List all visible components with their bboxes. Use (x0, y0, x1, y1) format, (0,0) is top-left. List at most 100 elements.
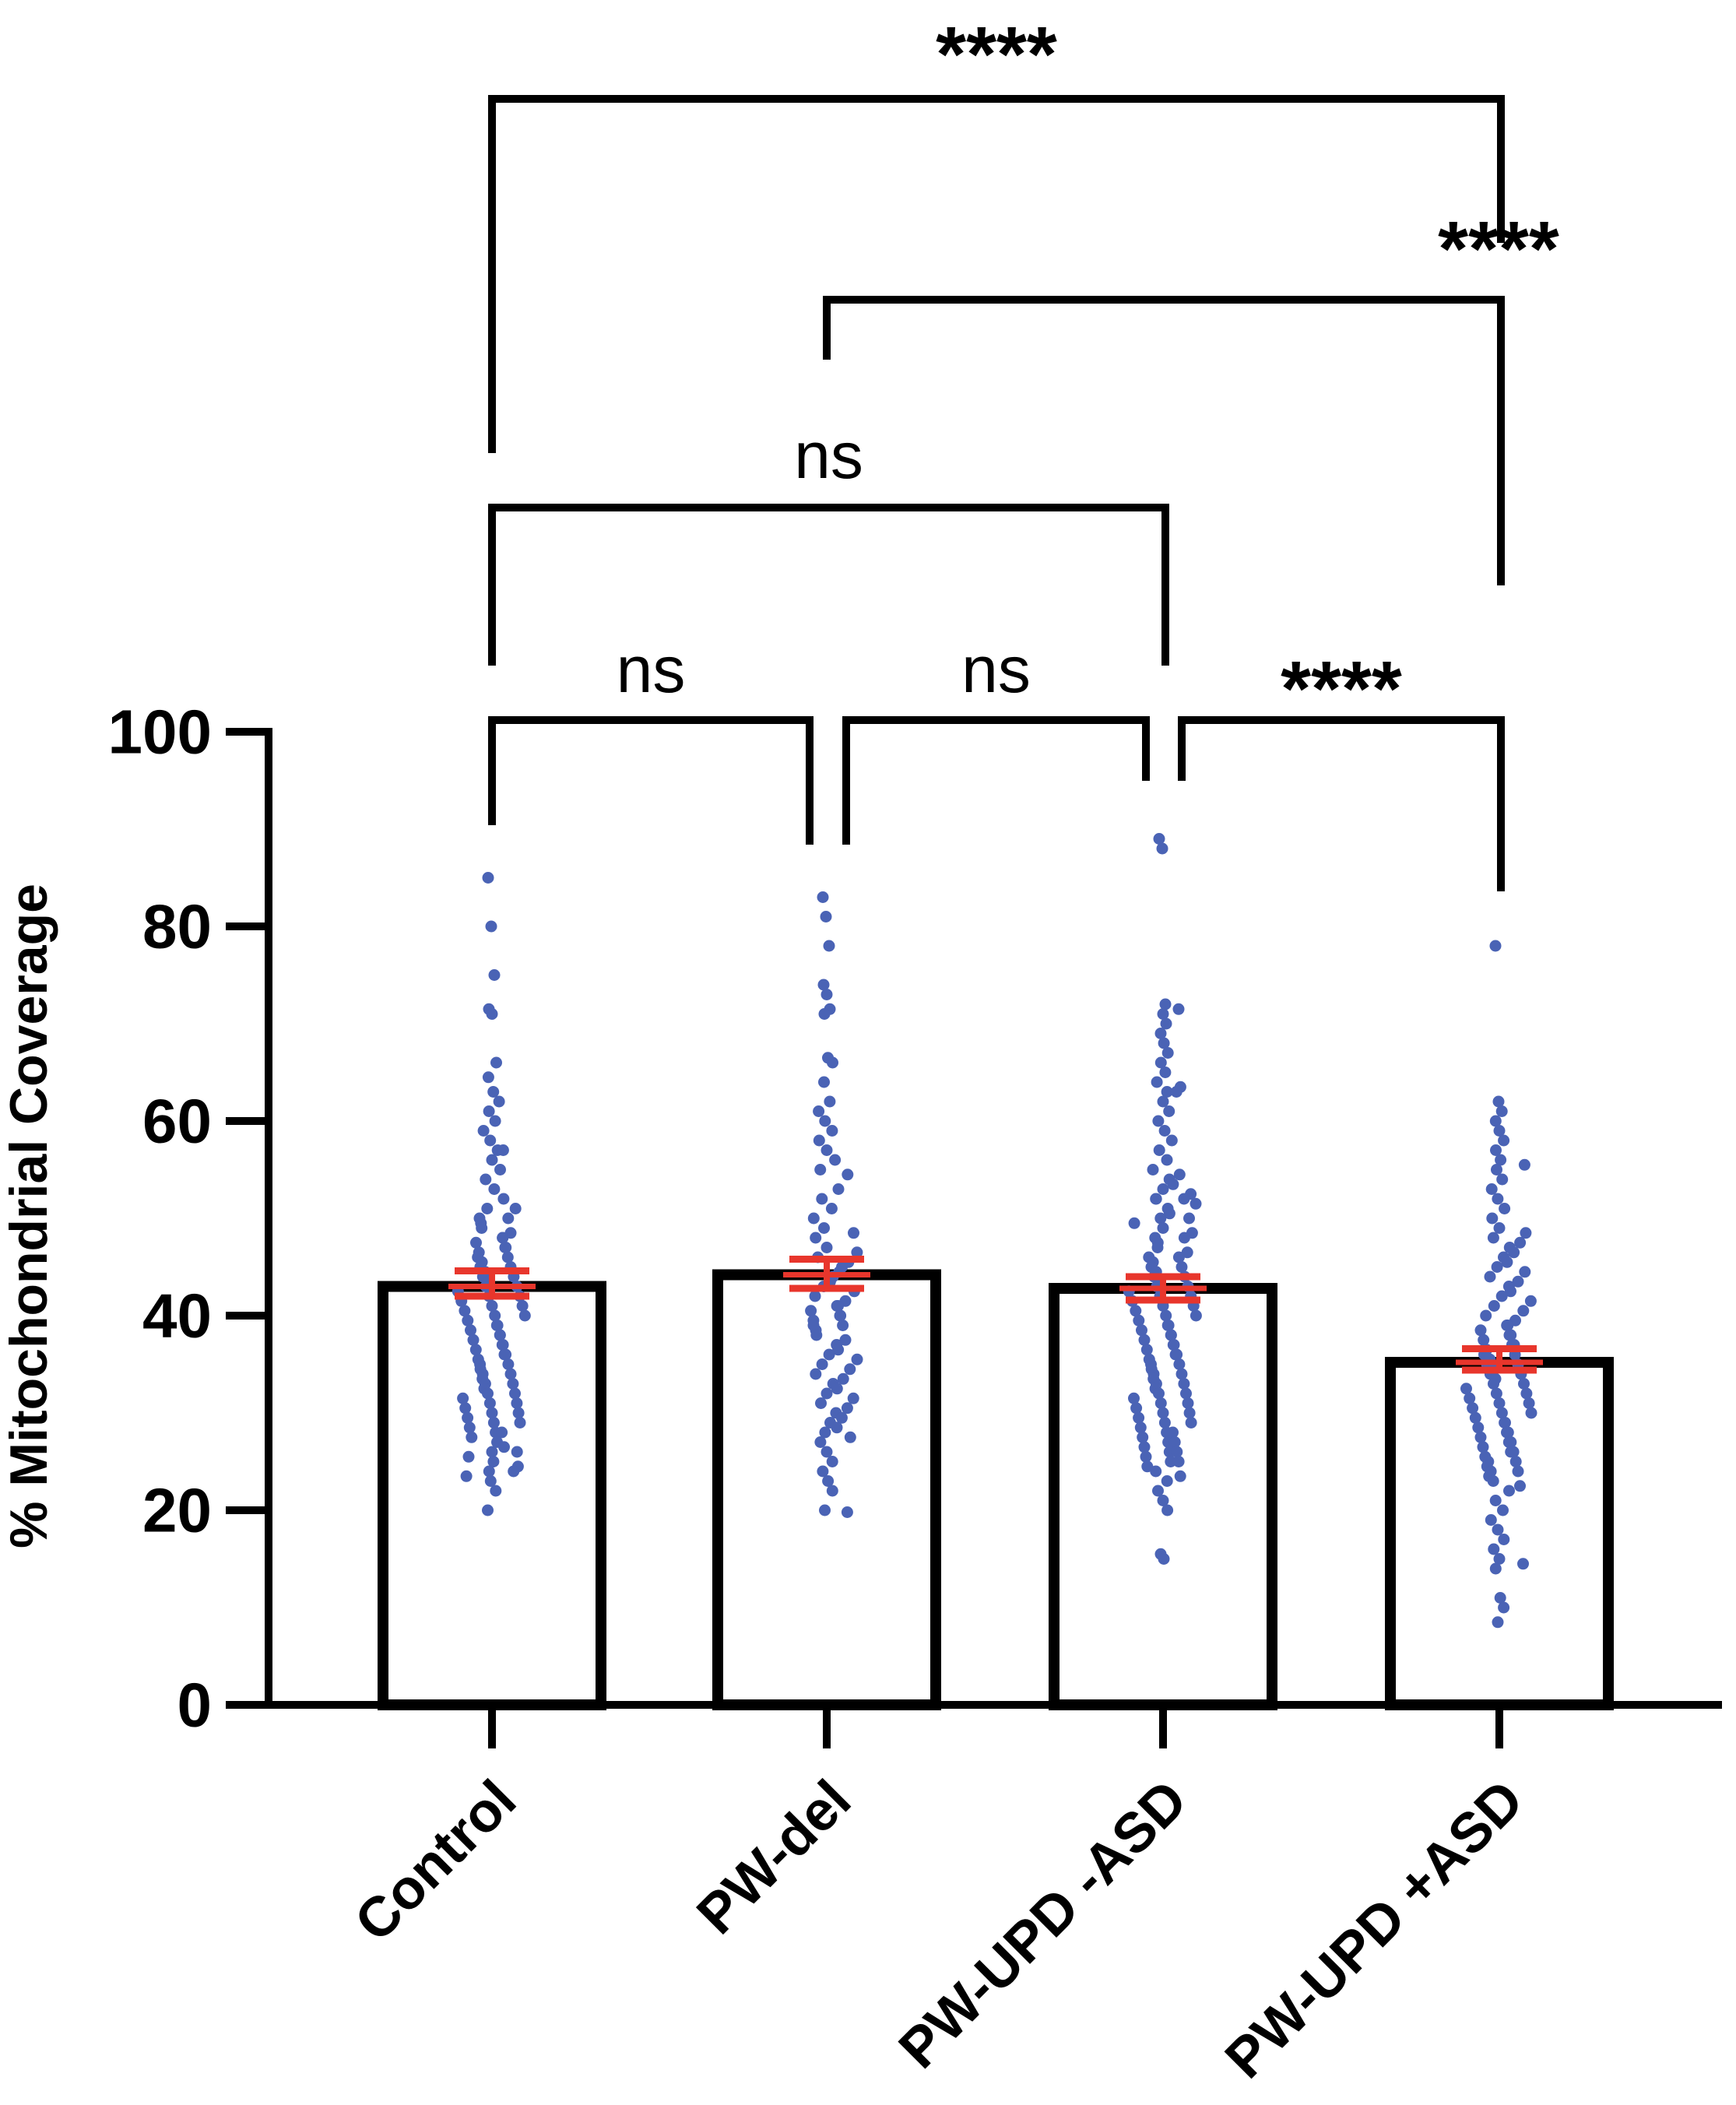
data-point-3-86 (1489, 1495, 1502, 1506)
data-point-0-50 (459, 1305, 471, 1317)
data-point-0-83 (462, 1411, 474, 1424)
data-point-1-53 (816, 1358, 828, 1370)
data-point-0-76 (509, 1387, 521, 1400)
data-point-0-49 (516, 1300, 529, 1312)
data-point-2-108 (1172, 1456, 1185, 1467)
data-point-2-64 (1133, 1314, 1145, 1327)
data-point-0-89 (466, 1431, 478, 1443)
data-point-0-0 (482, 872, 494, 884)
data-point-1-23 (818, 1222, 830, 1234)
data-point-0-64 (500, 1348, 512, 1361)
data-point-2-90 (1182, 1397, 1194, 1409)
significance-bracket-3 (488, 504, 1169, 666)
data-point-1-18 (842, 1168, 854, 1181)
data-point-1-76 (841, 1506, 853, 1518)
data-point-3-87 (1497, 1504, 1509, 1516)
data-point-2-100 (1137, 1431, 1149, 1443)
data-point-0-88 (496, 1426, 508, 1439)
data-point-0-91 (498, 1441, 510, 1453)
data-point-0-21 (509, 1203, 522, 1214)
data-point-0-28 (497, 1232, 509, 1244)
data-point-1-71 (826, 1456, 838, 1467)
data-point-0-70 (504, 1368, 517, 1380)
data-point-1-55 (810, 1368, 822, 1380)
data-point-3-1 (1492, 1095, 1505, 1108)
data-point-3-61 (1467, 1402, 1479, 1414)
x-tick-label-0: Control (343, 1769, 529, 1954)
data-point-0-48 (486, 1300, 498, 1312)
data-point-2-20 (1153, 1144, 1165, 1156)
data-point-1-16 (829, 1154, 842, 1166)
data-point-3-66 (1499, 1417, 1511, 1429)
data-point-2-115 (1161, 1504, 1174, 1516)
data-point-3-59 (1493, 1397, 1506, 1409)
x-tick-label-1: PW-del (685, 1769, 863, 1946)
data-point-0-16 (494, 1164, 506, 1175)
significance-bracket-0 (488, 716, 814, 845)
data-point-2-114 (1157, 1495, 1169, 1506)
data-point-2-106 (1140, 1450, 1152, 1463)
error-bars-layer (448, 1256, 1543, 1374)
data-point-2-48 (1175, 1261, 1188, 1273)
axes-layer (226, 728, 1722, 1709)
data-point-2-4 (1157, 1008, 1169, 1020)
data-point-1-15 (821, 1144, 833, 1156)
data-point-0-82 (512, 1407, 525, 1419)
data-point-2-6 (1154, 1028, 1167, 1039)
data-point-0-11 (477, 1125, 490, 1137)
bars-layer (378, 1269, 1614, 1710)
data-point-3-53 (1488, 1378, 1499, 1390)
data-point-2-13 (1161, 1086, 1173, 1098)
data-point-3-94 (1489, 1562, 1502, 1575)
data-point-2-16 (1163, 1105, 1175, 1117)
data-point-0-81 (486, 1407, 498, 1419)
data-point-3-24 (1519, 1266, 1531, 1278)
data-point-3-22 (1501, 1256, 1513, 1268)
data-point-3-25 (1484, 1270, 1496, 1283)
data-point-1-74 (826, 1485, 838, 1497)
data-point-1-54 (844, 1363, 856, 1376)
data-point-3-32 (1517, 1305, 1530, 1317)
data-point-3-97 (1492, 1616, 1504, 1629)
data-point-1-17 (814, 1164, 827, 1175)
data-point-1-70 (821, 1446, 833, 1458)
data-point-0-100 (484, 1475, 497, 1487)
data-point-3-31 (1488, 1300, 1500, 1312)
significance-bracket-4 (823, 296, 1505, 585)
data-point-0-12 (484, 1134, 497, 1147)
data-point-2-69 (1165, 1329, 1177, 1341)
data-point-3-39 (1503, 1329, 1516, 1341)
data-point-2-21 (1161, 1154, 1173, 1166)
data-point-0-29 (470, 1236, 482, 1249)
data-point-3-92 (1493, 1553, 1506, 1565)
data-point-2-7 (1158, 1037, 1170, 1049)
data-point-2-107 (1165, 1456, 1177, 1467)
data-point-0-5 (490, 1056, 502, 1069)
bar-0 (378, 1281, 606, 1710)
data-point-3-20 (1508, 1246, 1520, 1259)
data-point-2-26 (1157, 1183, 1169, 1195)
data-point-1-51 (823, 1348, 835, 1361)
data-point-3-14 (1486, 1212, 1499, 1225)
data-point-2-22 (1147, 1164, 1159, 1175)
data-point-2-35 (1183, 1212, 1195, 1225)
data-point-2-73 (1140, 1344, 1153, 1356)
data-point-3-70 (1474, 1431, 1487, 1443)
data-point-2-29 (1178, 1193, 1190, 1205)
data-point-0-31 (499, 1242, 511, 1253)
data-point-3-88 (1485, 1514, 1497, 1526)
data-point-0-19 (497, 1193, 510, 1205)
data-point-2-23 (1173, 1168, 1186, 1181)
data-point-3-63 (1525, 1407, 1537, 1419)
data-point-1-11 (813, 1105, 825, 1117)
data-point-2-93 (1183, 1407, 1196, 1419)
data-point-1-52 (851, 1353, 863, 1365)
data-point-2-78 (1173, 1358, 1186, 1370)
data-point-2-105 (1171, 1446, 1183, 1458)
data-point-0-4 (486, 1008, 498, 1020)
data-point-2-33 (1163, 1207, 1175, 1220)
data-point-0-59 (467, 1334, 480, 1346)
data-point-2-95 (1158, 1417, 1171, 1429)
data-point-3-54 (1518, 1378, 1530, 1390)
data-point-0-85 (514, 1417, 526, 1429)
